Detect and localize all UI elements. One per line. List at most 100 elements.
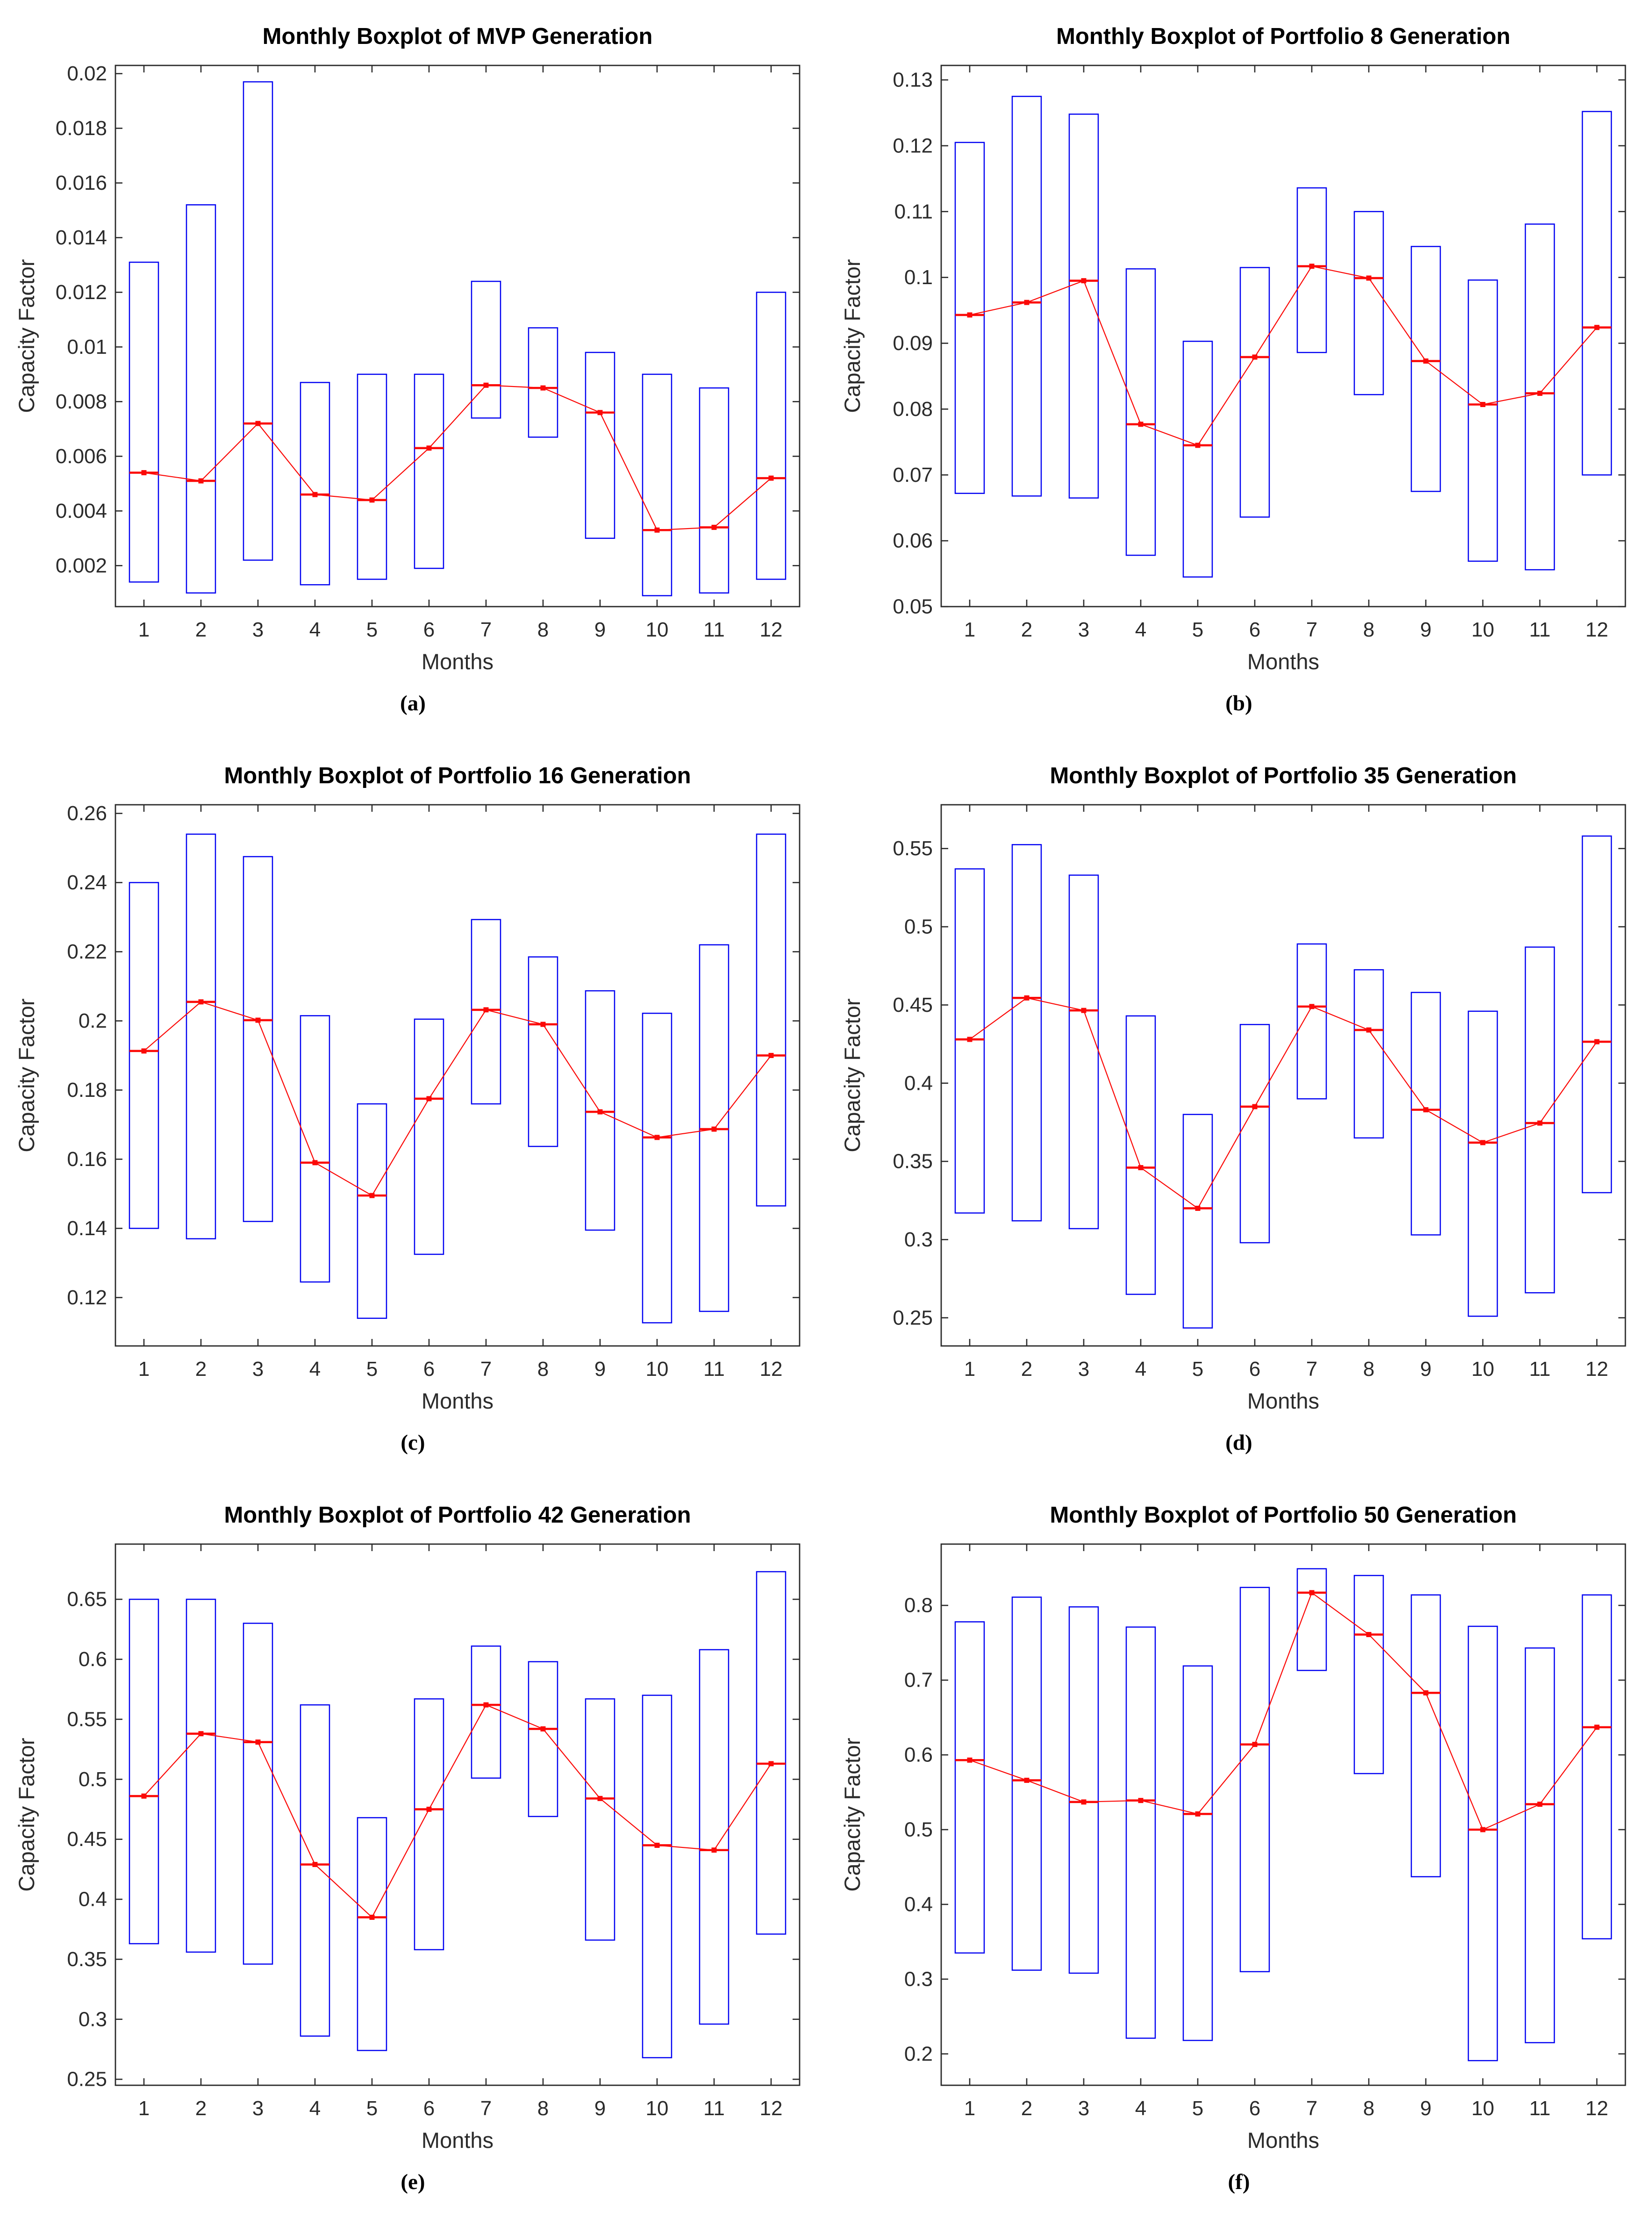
median-marker-month-8 [1366,275,1372,281]
x-tick-label: 9 [1420,1358,1431,1381]
subfigure-d: 0.25 0.3 0.35 0.4 0.45 0.5 0.55 1 2 3 4 5 6 7 8 9 10 11 12… [826,739,1652,1479]
x-tick-label: 2 [1021,618,1032,641]
range-box-month-11 [1524,946,1555,1294]
y-tick-label: 0.2 [904,2042,933,2065]
subfigure-label-a: (a) [400,691,426,715]
median-marker-month-3 [1081,278,1087,284]
x-tick-label: 6 [423,2097,434,2120]
x-tick-label: 2 [1021,2097,1032,2120]
x-axis-label: Months [1247,1388,1319,1413]
median-marker-month-11 [711,1126,716,1132]
median-marker-month-5 [369,1915,374,1920]
range-box-month-4 [1125,268,1156,556]
x-tick-label: 1 [964,618,975,641]
range-box-month-5 [1182,341,1213,578]
subfigure-c: 0.12 0.14 0.16 0.18 0.2 0.22 0.24 0.26 1 2 3 4 5 6 7 8 9… [0,739,826,1479]
range-box-month-3 [243,81,273,561]
plot-frame [114,64,800,608]
median-marker-month-10 [1480,1140,1486,1145]
x-tick-label: 9 [1420,618,1431,641]
x-tick-label: 5 [366,1358,377,1381]
median-trend-line [969,997,1597,1209]
y-tick-label: 0.25 [893,1306,933,1329]
median-marker-month-5 [369,1193,374,1198]
median-marker-month-12 [768,1052,773,1058]
median-marker-month-2 [198,1731,203,1737]
x-tick-label: 4 [309,618,320,641]
x-tick-label: 2 [195,618,206,641]
y-tick-label: 0.6 [904,1744,933,1767]
median-marker-month-10 [654,1135,659,1140]
median-marker-month-2 [198,999,203,1005]
range-box-month-11 [1524,1647,1555,2044]
x-tick-label: 3 [252,1358,263,1381]
range-box-month-6 [414,1698,444,1951]
median-marker-month-4 [312,492,317,497]
range-box-month-11 [1524,223,1555,571]
range-box-month-1 [954,142,985,494]
y-tick-label: 0.3 [78,2008,107,2031]
x-tick-label: 11 [703,2097,725,2120]
chart-title: Monthly Boxplot of MVP Generation [262,24,652,49]
x-tick-label: 8 [537,618,548,641]
range-box-month-3 [243,856,273,1222]
median-marker-month-7 [1309,264,1315,269]
range-box-month-8 [1353,211,1384,395]
x-tick-label: 3 [1078,2097,1089,2120]
y-axis-label: Capacity Factor [14,259,39,413]
plot-frame [114,804,800,1347]
x-tick-label: 12 [1586,618,1609,641]
chart-title: Monthly Boxplot of Portfolio 8 Generatio… [1056,24,1510,49]
median-marker-month-1 [967,1757,973,1763]
chart-title: Monthly Boxplot of Portfolio 16 Generati… [224,763,691,788]
median-marker-month-12 [1594,325,1600,330]
x-tick-label: 4 [309,2097,320,2120]
median-marker-month-12 [768,1761,773,1767]
x-tick-label: 10 [645,2097,668,2120]
median-marker-month-4 [312,1160,317,1166]
y-tick-label: 0.4 [904,1893,933,1916]
plot-frame [940,64,1626,608]
x-tick-label: 12 [759,618,782,641]
x-tick-label: 7 [1306,1358,1317,1381]
y-tick-label: 0.12 [67,1286,107,1309]
y-tick-label: 0.05 [893,595,933,618]
range-box-month-11 [699,1649,729,2025]
median-marker-month-3 [255,1739,260,1745]
y-tick-label: 0.5 [904,1818,933,1841]
y-tick-label: 0.65 [67,1588,107,1611]
x-axis-label: Months [1247,2128,1319,2153]
y-tick-label: 0.45 [67,1828,107,1851]
range-box-month-6 [1239,1587,1270,1973]
subfigure-label-e: (e) [400,2170,425,2194]
median-marker-month-6 [426,445,431,451]
y-tick-label: 0.26 [67,802,107,825]
y-tick-label: 0.8 [904,1594,933,1617]
y-tick-label: 0.4 [78,1888,107,1911]
median-marker-month-6 [1252,1104,1258,1109]
x-tick-label: 1 [138,618,149,641]
y-tick-label: 0.008 [55,390,107,413]
median-marker-month-9 [597,1109,602,1115]
x-tick-label: 8 [1363,2097,1374,2120]
median-marker-month-3 [1081,1008,1087,1013]
median-marker-month-10 [654,1842,659,1848]
x-tick-label: 11 [703,1358,725,1381]
range-box-month-8 [1353,1574,1384,1774]
x-tick-label: 2 [1021,1358,1032,1381]
y-tick-label: 0.5 [78,1768,107,1791]
y-tick-label: 0.012 [55,281,107,304]
y-axis-label: Capacity Factor [14,998,39,1152]
median-marker-month-9 [1423,358,1429,364]
x-tick-label: 7 [480,1358,491,1381]
range-box-month-9 [585,351,615,539]
y-tick-label: 0.7 [904,1669,933,1692]
subfigure-e: 0.25 0.3 0.35 0.4 0.45 0.5 0.55 0.6 0.65 1 2 3 4 5 6 7 8… [0,1479,826,2218]
subfigure-a: 0.002 0.004 0.006 0.008 0.01 0.012 0.014 0.016 0… [0,0,826,739]
x-tick-label: 11 [1529,2097,1551,2120]
range-box-month-5 [357,1817,387,2051]
y-tick-label: 0.2 [78,1009,107,1032]
x-tick-label: 10 [645,1358,668,1381]
x-tick-label: 4 [1135,1358,1146,1381]
